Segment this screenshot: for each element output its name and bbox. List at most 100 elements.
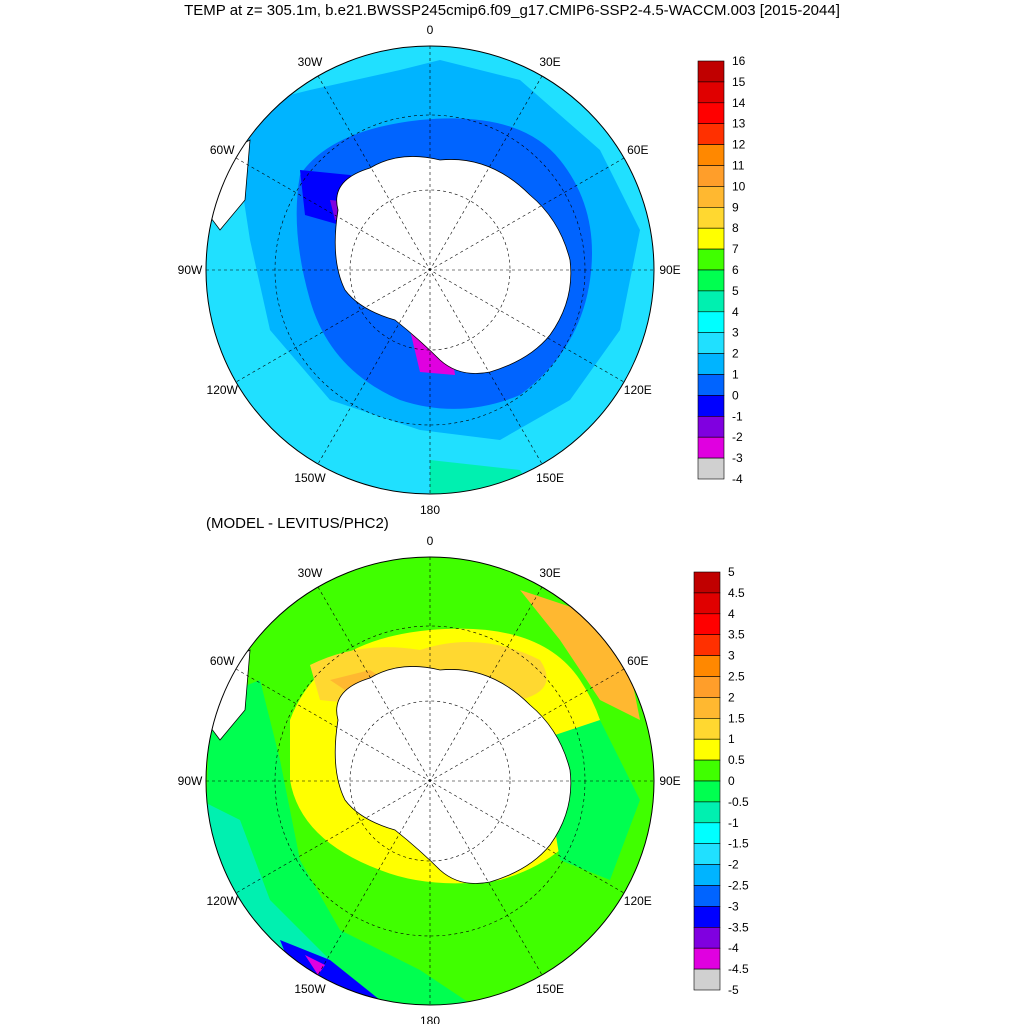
longitude-label: 30E — [539, 566, 560, 580]
colorbar-tick-label: 0 — [728, 774, 735, 788]
colorbar-swatch — [693, 592, 721, 615]
colorbar-tick-label: 0.5 — [728, 753, 745, 767]
longitude-label: 90W — [178, 774, 203, 788]
colorbar-tick-label: -2.5 — [728, 879, 749, 893]
colorbar-tick-label: 11 — [732, 159, 745, 173]
longitude-label: 180 — [420, 1014, 440, 1024]
longitude-label: 150W — [294, 471, 326, 485]
lon-labels-top: 0 30E 60E 90E 120E 150E 180 150W 120W 90W 60W 30W — [178, 23, 681, 517]
colorbar-swatch — [693, 571, 721, 594]
lon-labels-bottom: 0 30E 60E 90E 120E 150E 180 150W 120W 90W 60W 30W — [178, 534, 681, 1024]
longitude-label: 60W — [210, 654, 235, 668]
colorbar-swatch — [693, 717, 721, 740]
colorbar-tick-label: 4.5 — [728, 586, 745, 600]
colorbar-tick-label: 14 — [732, 96, 746, 110]
colorbar-tick-label: -4.5 — [728, 962, 749, 976]
longitude-label: 30W — [298, 566, 323, 580]
colorbar-tick-label: 12 — [732, 138, 746, 152]
difference-subtitle: (MODEL - LEVITUS/PHC2) — [206, 515, 389, 532]
longitude-label: 150W — [294, 982, 326, 996]
colorbar-tick-label: -1.5 — [728, 837, 749, 851]
colorbar-tick-label: 7 — [732, 242, 739, 256]
colorbar-swatch — [693, 655, 721, 677]
colorbar-tick-label: -3 — [732, 451, 743, 465]
colorbar-tick-label: 0 — [732, 388, 739, 402]
colorbar-tick-label: -5 — [728, 983, 739, 997]
colorbar-tick-label: 9 — [732, 200, 739, 214]
longitude-label: 150E — [536, 471, 564, 485]
colorbar-swatch — [693, 801, 721, 824]
colorbar-swatch — [693, 634, 721, 656]
colorbar-tick-label: 3.5 — [728, 628, 745, 642]
colorbar-swatch — [697, 81, 725, 104]
longitude-label: 90W — [178, 263, 203, 277]
longitude-label: 180 — [420, 503, 440, 517]
colorbar-swatch — [697, 457, 725, 480]
colorbar-tick-label: 15 — [732, 75, 746, 89]
longitude-label: 60W — [210, 143, 235, 157]
graticule-bottom — [206, 557, 654, 1005]
colorbar-swatch — [697, 374, 725, 396]
colorbar-tick-label: -4 — [728, 941, 739, 955]
antarctica-land — [334, 156, 572, 374]
longitude-label: 0 — [427, 534, 434, 548]
colorbar-swatch — [697, 60, 725, 83]
figure-title: TEMP at z= 305.1m, b.e21.BWSSP245cmip6.f… — [184, 2, 840, 19]
colorbar-swatch — [693, 947, 721, 970]
longitude-label: 120W — [207, 383, 239, 397]
colorbar-tick-label: -4 — [732, 472, 743, 486]
colorbar-tick-label: 16 — [732, 54, 746, 68]
longitude-label: 120E — [624, 894, 652, 908]
colorbar-swatch — [693, 676, 721, 698]
colorbar-tick-label: 4 — [732, 305, 739, 319]
diff-cold-core — [305, 955, 325, 975]
colorbar-swatch — [697, 353, 725, 375]
antarctica-land-diff — [334, 666, 572, 884]
colorbar-swatch — [693, 738, 721, 761]
colorbar-swatch — [693, 885, 721, 907]
colorbar-tick-label: 13 — [732, 117, 746, 131]
longitude-label: 30W — [298, 55, 323, 69]
colorbar-tick-label: -1 — [728, 816, 739, 830]
colorbar-tick-label: 5 — [728, 565, 735, 579]
longitude-label: 60E — [627, 654, 648, 668]
longitude-label: 150E — [536, 982, 564, 996]
colorbar-swatch — [693, 906, 721, 928]
colorbar-tick-label: 2 — [728, 690, 735, 704]
colorbar-tick-label: -2 — [732, 430, 743, 444]
colorbar-tick-label: -3 — [728, 899, 739, 913]
colorbar-tick-label: 2.5 — [728, 670, 745, 684]
longitude-label: 0 — [427, 23, 434, 37]
graticule-top — [206, 46, 654, 494]
colorbar-tick-label: 1 — [728, 732, 735, 746]
map-border-top — [205, 45, 655, 495]
longitude-label: 90E — [659, 263, 680, 277]
colorbar-swatch — [697, 165, 725, 187]
colorbar-swatch — [697, 227, 725, 250]
longitude-label: 60E — [627, 143, 648, 157]
colorbar-tick-label: 1 — [732, 368, 739, 382]
colorbar-swatch — [697, 436, 725, 459]
colorbar-tick-label: 4 — [728, 607, 735, 621]
colorbar-tick-label: -2 — [728, 858, 739, 872]
longitude-label: 90E — [659, 774, 680, 788]
colorbar-tick-label: 5 — [732, 284, 739, 298]
colorbar-swatch — [693, 613, 721, 635]
colorbar-swatch — [693, 864, 721, 886]
colorbar-swatch — [697, 269, 725, 292]
colorbar-swatch — [697, 332, 725, 354]
colorbar-tick-label: 6 — [732, 263, 739, 277]
map-border-bottom — [205, 556, 655, 1006]
longitude-label: 120E — [624, 383, 652, 397]
colorbar-tick-label: 10 — [732, 179, 746, 193]
diff-band-2-east — [520, 590, 640, 720]
colorbar-tick-label: 8 — [732, 221, 739, 235]
colorbar-swatch — [693, 822, 721, 844]
colorbar-tick-label: 1.5 — [728, 711, 745, 725]
colorbar-swatch — [697, 144, 725, 166]
longitude-label: 30E — [539, 55, 560, 69]
colorbar-tick-label: 2 — [732, 347, 739, 361]
colorbar-swatch — [693, 780, 721, 803]
